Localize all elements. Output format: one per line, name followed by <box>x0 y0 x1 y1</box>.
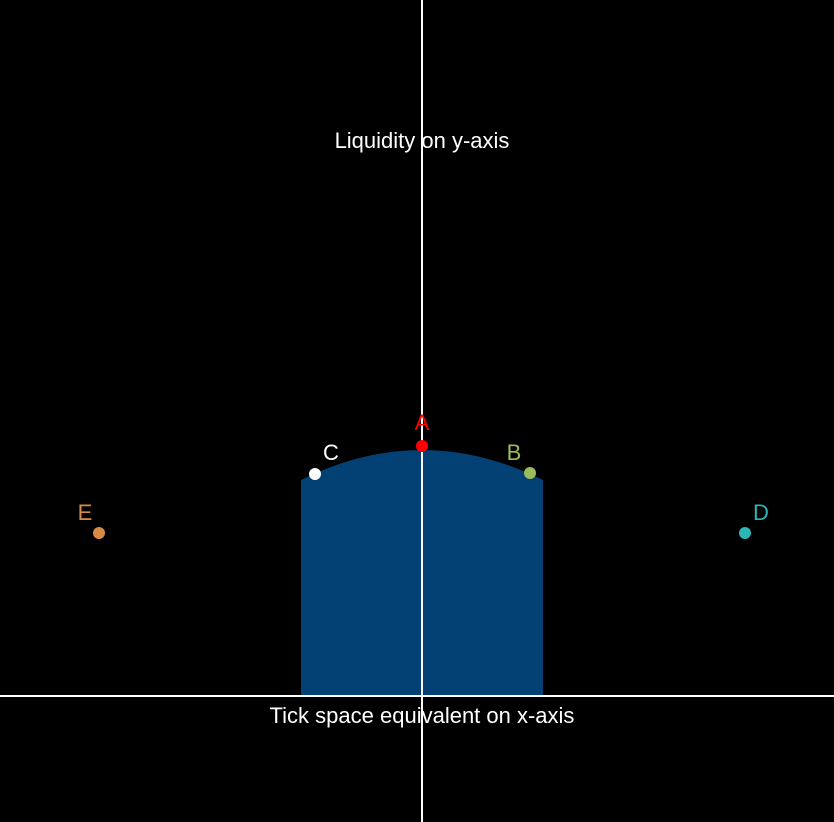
point-c-label: C <box>323 440 339 465</box>
point-a-label: A <box>415 410 430 435</box>
point-c: C <box>309 440 339 480</box>
point-a-marker <box>416 440 428 452</box>
point-d-label: D <box>753 500 769 525</box>
point-d: D <box>739 500 769 539</box>
point-a: A <box>415 410 430 452</box>
point-b-marker <box>524 467 536 479</box>
point-c-marker <box>309 468 321 480</box>
point-e: E <box>78 500 105 539</box>
y-axis-title: Liquidity on y-axis <box>335 128 510 153</box>
point-b-label: B <box>507 440 522 465</box>
point-b: B <box>507 440 536 479</box>
point-e-label: E <box>78 500 93 525</box>
point-e-marker <box>93 527 105 539</box>
point-d-marker <box>739 527 751 539</box>
x-axis-title: Tick space equivalent on x-axis <box>270 703 575 728</box>
